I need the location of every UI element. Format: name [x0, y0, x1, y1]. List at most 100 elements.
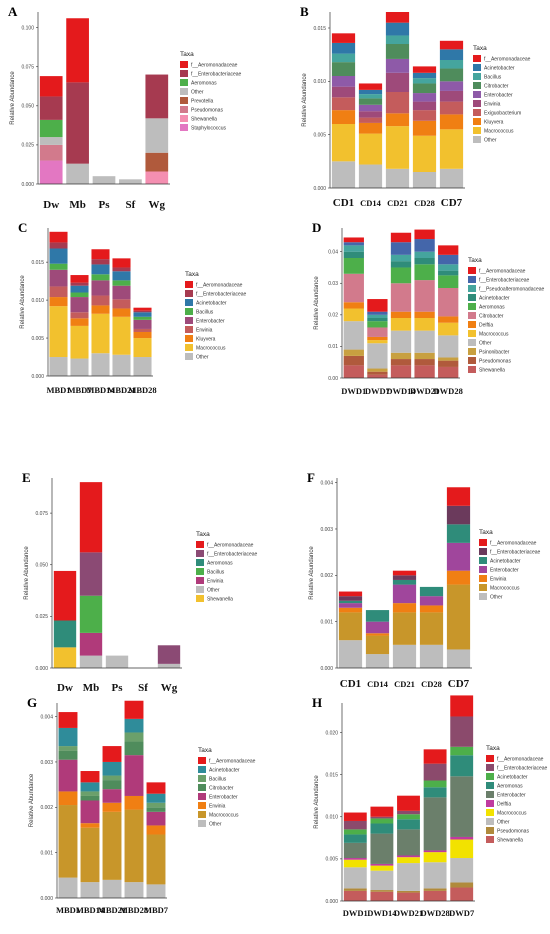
panel-g-ytick-label: 0.000 [40, 896, 53, 902]
panel-b-bar-segment [439, 49, 464, 60]
panel-h-bar-segment [397, 855, 420, 858]
legend-label: Aeromonas [191, 81, 217, 87]
panel-f-bar-segment [338, 607, 363, 613]
panel-e-legend: Taxa f__Aeromonadaceae f__Enterobacteriace… [196, 531, 258, 603]
panel-b-bar-segment [358, 164, 383, 188]
legend-label: Aeromonas [479, 305, 505, 311]
panel-g-bar-segment [58, 750, 78, 760]
panel-d-bar-segment [367, 311, 388, 315]
panel-d-bar-segment [414, 365, 435, 378]
panel-b-bar-segment [385, 92, 410, 114]
panel-g-xtick-label: MBD1 [56, 905, 80, 915]
legend-swatch [185, 299, 193, 306]
legend-label: f__Pseudoalteromonadaceae [479, 287, 545, 293]
panel-g-letter: G [27, 695, 37, 710]
panel-f-letter: F [307, 470, 315, 485]
panel-g-bar-segment [80, 795, 100, 801]
panel-e-bar-segment [157, 645, 181, 664]
panel-f-bar-segment [446, 584, 471, 650]
panel-f-bar-segment [365, 654, 390, 668]
panel-d-bar-segment [438, 360, 459, 367]
panel-b-bar-segment [358, 133, 383, 165]
legend-label: Erwinia [490, 577, 507, 583]
panel-d-bar-segment [367, 314, 388, 318]
panel-f-ylabel: Relative Abundance [309, 546, 315, 600]
panel-h-bar-segment [423, 850, 447, 853]
legend-label: f__Aeromonadaceae [479, 269, 526, 275]
panel-d-bar-segment [390, 283, 412, 312]
panel-e-bar-segment [79, 655, 103, 668]
panel-h-bar-segment [370, 823, 394, 834]
panel-d-bar-segment [343, 302, 364, 309]
panel-a-ytick-label: 0.000 [21, 182, 34, 188]
legend-swatch [473, 100, 481, 107]
panel-c-bar-segment [133, 316, 152, 320]
panel-b-bar-segment [439, 129, 464, 169]
legend-title: Taxa [486, 745, 500, 752]
panel-b-bar-segment [358, 83, 383, 90]
legend-swatch [180, 115, 188, 122]
legend-label: Erwinia [196, 328, 213, 334]
panel-g-bar-segment [58, 759, 78, 792]
panel-c-bar-segment [91, 280, 110, 296]
legend-swatch [486, 818, 494, 825]
panel-e-xtick-label: Dw [57, 682, 73, 694]
panel-c-bar-segment [112, 258, 131, 268]
panel-f-ytick-label: 0.003 [320, 527, 333, 533]
legend-label: Other [490, 595, 503, 601]
legend-label: Citrobacter [484, 84, 509, 90]
legend-label: f__Enterobacteriaceae [490, 550, 541, 556]
legend-swatch [486, 836, 494, 843]
panel-g-bar-segment [124, 755, 144, 796]
legend-swatch [486, 764, 494, 771]
panel-c-bar-segment [91, 274, 110, 281]
panel-h-bar-segment [343, 829, 367, 835]
legend-label: Macrococcus [479, 332, 509, 338]
panel-h-ytick-label: 0.010 [325, 815, 338, 821]
legend-swatch [198, 802, 206, 809]
panel-f-bar-segment [419, 644, 444, 668]
panel-b-bar-segment [385, 72, 410, 92]
panel-h-bar-segment [343, 842, 367, 859]
legend-swatch [180, 70, 188, 77]
panel-e-ytick-label: 0.075 [35, 511, 48, 517]
legend-swatch [198, 820, 206, 827]
panel-g-bar-segment [146, 802, 166, 808]
panel-g-bar-segment [80, 771, 100, 783]
legend-label: f__Enterobacteriaceae [191, 72, 242, 78]
panel-c-ytick-label: 0.005 [31, 336, 44, 342]
panel-f-bar-segment [365, 621, 390, 634]
panel-c-ytick-label: 0.015 [31, 260, 44, 266]
panel-c-bar-segment [133, 312, 152, 317]
legend-label: Macrococcus [196, 346, 226, 352]
legend-label: f__Enterobacteriaceae [207, 552, 258, 558]
panel-b-xtick-label: CD7 [441, 197, 463, 209]
panel-d-bar-segment [367, 340, 388, 344]
panel-d: D Relative Abundance 0.00 0.01 0.02 0.03 0.04 D… [312, 220, 545, 396]
legend-label: Aeromonas [497, 784, 523, 790]
panel-f-bar-segment [392, 575, 417, 580]
panel-d-bar-segment [343, 245, 364, 252]
panel-e-bar-segment [53, 570, 77, 621]
panel-h-bar-segment [370, 890, 394, 892]
panel-e-xtick-label: Mb [83, 682, 100, 694]
panel-g-bar-segment [124, 700, 144, 719]
legend-swatch [473, 73, 481, 80]
legend-swatch [486, 773, 494, 780]
legend-label: Exiguobacterium [484, 111, 521, 117]
panel-a-letter: A [8, 4, 18, 19]
panel-h-bar-segment [450, 695, 474, 717]
panel-g-xtick-label: MBD28 [120, 905, 148, 915]
panel-f-bar-segment [392, 579, 417, 585]
panel-d-bar-segment [414, 239, 435, 252]
panel-f-bar-segment [338, 603, 363, 608]
panel-g-ylabel: Relative Abundance [29, 773, 35, 827]
panel-a-bar-segment [39, 76, 63, 97]
panel-g-bar-segment [124, 882, 144, 898]
panel-a-ytick-label: 0.075 [21, 65, 34, 71]
panel-b-legend: Taxa f__Aeromonadaceae Acinetobacter Bacill… [473, 45, 531, 144]
legend-swatch [468, 357, 476, 364]
panel-b-bar-segment [385, 22, 410, 36]
panel-h-xtick-label: DWD14 [367, 908, 397, 918]
